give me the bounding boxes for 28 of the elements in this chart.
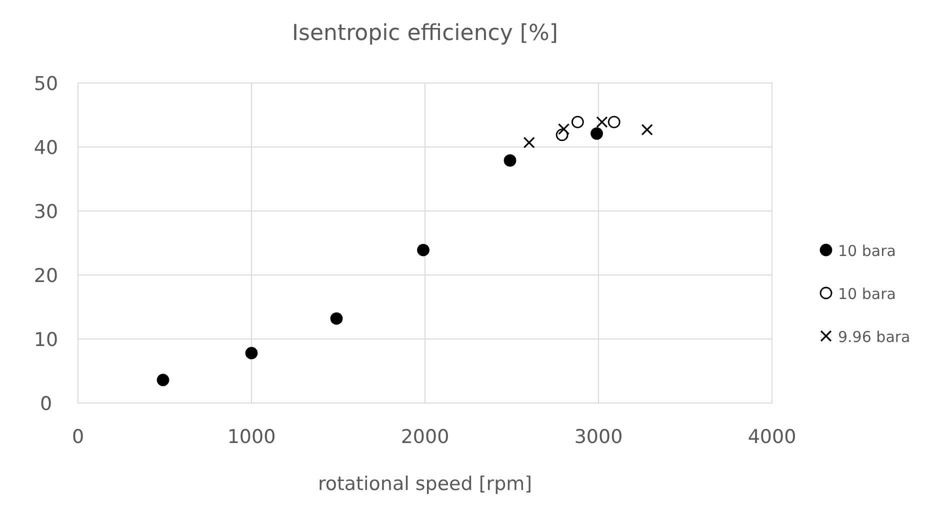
- point: [504, 154, 516, 167]
- point: [245, 346, 258, 360]
- point: [608, 116, 620, 128]
- point: [156, 374, 170, 386]
- x-tick-label: 2000: [400, 426, 450, 448]
- point: [330, 312, 343, 325]
- legend-label: 10 bara: [838, 242, 896, 260]
- legend-label: 10 bara: [838, 285, 896, 303]
- point: [523, 136, 535, 148]
- chart-title: Isentropic efficiency [%]: [292, 21, 558, 46]
- point: [417, 244, 430, 256]
- y-tick-label: 40: [34, 137, 58, 159]
- y-tick-label: 50: [34, 73, 58, 95]
- point: [558, 123, 570, 135]
- y-tick-label: 30: [34, 201, 58, 223]
- y-tick-label: 20: [34, 265, 58, 287]
- x-axis-title: rotational speed [rpm]: [318, 473, 532, 495]
- x-tick-label: 3000: [574, 426, 623, 448]
- point: [590, 127, 603, 140]
- x-tick-label: 1000: [227, 426, 276, 448]
- x-tick-label: 4000: [748, 426, 796, 448]
- point: [596, 116, 608, 128]
- point: [641, 124, 653, 136]
- x-tick-label: 0: [72, 426, 84, 448]
- point: [571, 116, 584, 128]
- y-tick-label: 0: [40, 393, 52, 415]
- legend-label: 9.96 bara: [838, 328, 910, 346]
- y-tick-label: 10: [34, 329, 58, 351]
